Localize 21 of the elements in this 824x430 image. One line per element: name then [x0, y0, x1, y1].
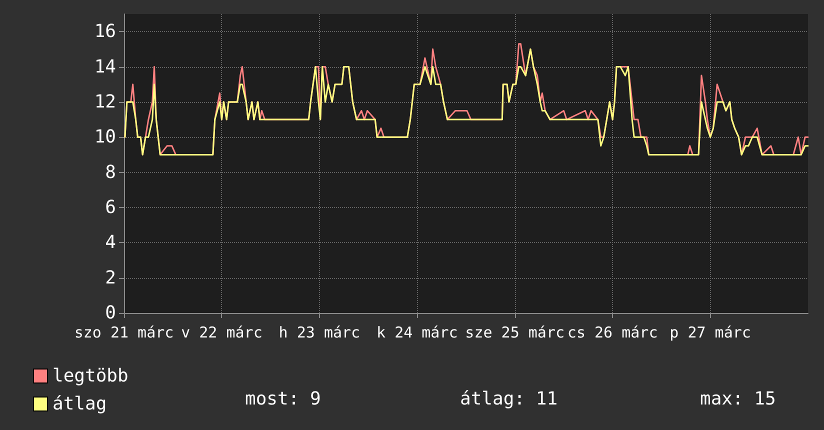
y-tick-label: 16 [94, 21, 116, 42]
y-tick-label: 0 [105, 302, 116, 324]
y-tick-label: 4 [105, 232, 116, 254]
x-tick-label: sze 25 márc [465, 324, 565, 342]
text: most: 9 [245, 388, 321, 410]
legend-label: átlag [52, 394, 107, 414]
y-tick-label: 10 [94, 126, 116, 148]
y-tick-label: 2 [105, 267, 116, 288]
x-tick-label: v 22 márc [181, 324, 262, 342]
text: max: 15 [700, 388, 776, 410]
x-tick-label: k 24 márc [376, 324, 458, 342]
x-tick-label: p 27 márc [670, 324, 751, 342]
legend-label: legtöbb [52, 366, 128, 386]
x-tick-label: h 23 márc [278, 324, 360, 342]
y-tick-label: 12 [94, 91, 116, 112]
y-tick-label: 6 [105, 196, 116, 218]
y-tick-label: 8 [105, 162, 116, 183]
x-tick-label: cs 26 márc [567, 324, 658, 342]
x-tick-label: szo 21 márc [74, 324, 174, 342]
text: átlag: 11 [460, 388, 558, 410]
y-tick-label: 14 [94, 56, 116, 78]
